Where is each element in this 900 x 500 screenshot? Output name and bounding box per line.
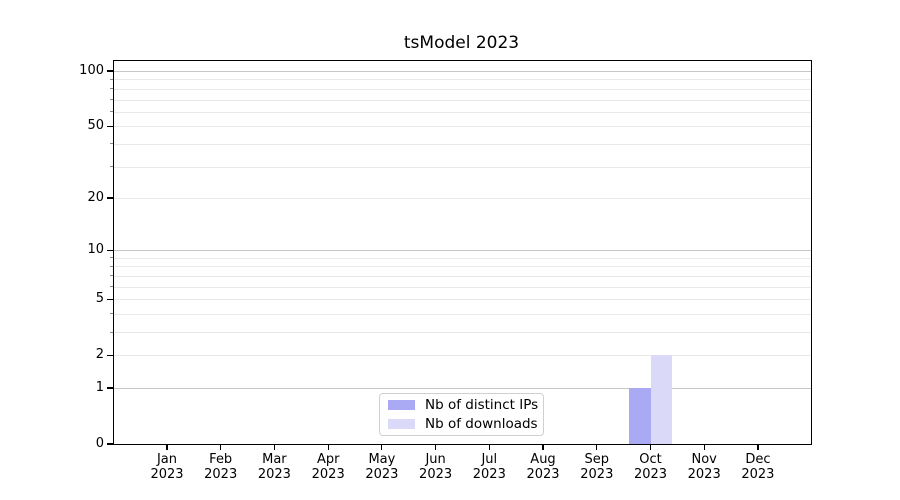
x-axis-tick [273, 445, 276, 451]
y-axis-major-tick [107, 298, 113, 300]
gridline-minor [114, 313, 811, 315]
x-tick-label: Mar 2023 [257, 452, 291, 482]
y-axis-major-tick [107, 249, 113, 251]
y-axis-minor-tick [109, 275, 113, 277]
x-tick-label: Nov 2023 [687, 452, 721, 482]
x-axis-tick [703, 445, 705, 451]
x-tick-label: Apr 2023 [311, 452, 345, 482]
gridline-major [114, 388, 811, 389]
y-axis-minor-tick [109, 286, 113, 288]
y-axis-major-tick [107, 197, 113, 199]
x-tick-label: Feb 2023 [204, 452, 238, 482]
legend-swatch-distinct-ips [388, 400, 415, 410]
legend-item-downloads: Nb of downloads [388, 416, 538, 432]
x-tick-label: Dec 2023 [741, 452, 775, 482]
gridline-minor [114, 266, 811, 268]
y-axis-major-tick [107, 70, 113, 72]
gridline-minor [114, 332, 811, 333]
y-axis-minor-tick [109, 111, 113, 113]
y-axis-major-tick [107, 387, 113, 389]
legend-swatch-downloads [388, 419, 415, 429]
x-axis-tick [381, 445, 383, 451]
x-tick-label: May 2023 [365, 452, 399, 482]
gridline-minor [114, 257, 811, 259]
x-axis-tick [757, 445, 759, 451]
y-axis-tick-label: 20 [87, 189, 104, 205]
x-axis-tick [542, 445, 544, 451]
y-axis-major-tick [107, 125, 113, 127]
legend-item-distinct-ips: Nb of distinct IPs [388, 397, 539, 413]
y-axis-major-tick [107, 354, 113, 356]
y-axis-tick-label: 5 [95, 291, 104, 307]
x-axis-tick [649, 445, 652, 451]
gridline-minor [114, 126, 811, 128]
gridline-minor [114, 197, 811, 199]
x-axis-tick [166, 445, 168, 451]
y-axis-tick-label: 1 [95, 380, 104, 395]
bar-nb-of-downloads [650, 355, 672, 444]
y-axis-minor-tick [109, 257, 113, 259]
y-axis-tick-label: 100 [79, 63, 104, 78]
y-axis-major-tick [107, 443, 113, 445]
y-axis-tick-label: 0 [95, 436, 104, 451]
gridline-minor [114, 79, 811, 81]
gridline-minor [114, 111, 811, 113]
x-axis-tick [220, 445, 222, 451]
y-axis-minor-tick [109, 265, 113, 267]
y-axis-minor-tick [109, 313, 113, 315]
y-axis-minor-tick [109, 88, 113, 90]
x-tick-label: Jan 2023 [150, 452, 184, 482]
gridline-minor [114, 143, 811, 145]
legend-label-downloads: Nb of downloads [425, 416, 538, 432]
y-axis-tick-label: 2 [95, 347, 104, 363]
y-axis-minor-tick [109, 78, 113, 80]
gridline-major [114, 250, 811, 252]
chart-title: tsModel 2023 [403, 33, 520, 53]
x-axis-tick [488, 445, 490, 451]
gridline-minor [114, 275, 811, 277]
x-tick-label: Sep 2023 [580, 452, 614, 482]
gridline-minor [114, 286, 811, 288]
x-tick-label: Aug 2023 [526, 452, 560, 482]
y-axis-minor-tick [109, 99, 113, 100]
legend: Nb of distinct IPs Nb of downloads [379, 393, 544, 436]
legend-label-distinct-ips: Nb of distinct IPs [425, 397, 539, 413]
plot-area: Nb of distinct IPs Nb of downloads 0 1 2 5 1… [79, 60, 812, 482]
x-tick-label: Oct 2023 [633, 452, 668, 482]
y-axis-minor-tick [109, 166, 113, 167]
y-axis-minor-tick [109, 331, 113, 333]
y-axis-tick-label: 50 [87, 118, 104, 134]
x-axis-tick [596, 445, 598, 451]
bar-nb-of-distinct-ips [629, 388, 651, 444]
x-axis-tick [435, 445, 437, 451]
x-tick-label: Jun 2023 [419, 452, 453, 482]
gridline-minor [114, 99, 811, 101]
gridline-minor [114, 299, 811, 301]
gridline-major [114, 71, 811, 72]
x-axis-tick [327, 445, 329, 451]
x-tick-label: Jul 2023 [472, 452, 506, 482]
gridline-minor [114, 355, 811, 357]
gridline-minor [114, 166, 811, 168]
gridline-minor [114, 88, 811, 90]
y-axis-minor-tick [109, 143, 113, 145]
y-axis-tick-label: 10 [87, 242, 104, 258]
